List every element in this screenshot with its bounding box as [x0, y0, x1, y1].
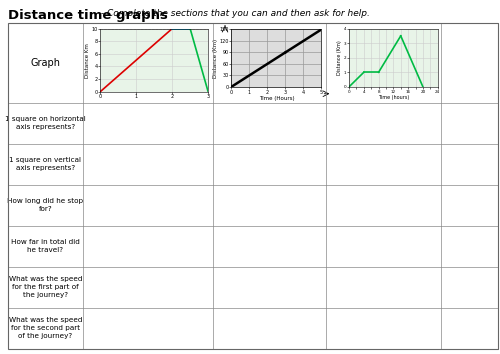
X-axis label: Time (Hours): Time (Hours)	[258, 96, 294, 101]
Text: How far in total did
he travel?: How far in total did he travel?	[11, 239, 80, 253]
Y-axis label: Distance (Km): Distance (Km)	[213, 39, 218, 78]
Text: Distance time graphs: Distance time graphs	[8, 9, 168, 22]
Y-axis label: Distance (Km): Distance (Km)	[337, 40, 342, 75]
Text: Graph: Graph	[30, 58, 60, 68]
Y-axis label: Distance Km: Distance Km	[85, 43, 90, 78]
Text: 1 square on vertical
axis represents?: 1 square on vertical axis represents?	[10, 157, 82, 171]
Text: What was the speed
for the second part
of the journey?: What was the speed for the second part o…	[8, 317, 82, 339]
Text: 1 square on horizontal
axis represents?: 1 square on horizontal axis represents?	[5, 116, 86, 130]
Text: How long did he stop
for?: How long did he stop for?	[8, 198, 84, 212]
Text: What was the speed
for the first part of
the journey?: What was the speed for the first part of…	[8, 276, 82, 298]
X-axis label: Time (hours): Time (hours)	[378, 95, 409, 100]
Text: - Complete the sections that you can and then ask for help.: - Complete the sections that you can and…	[98, 9, 370, 18]
